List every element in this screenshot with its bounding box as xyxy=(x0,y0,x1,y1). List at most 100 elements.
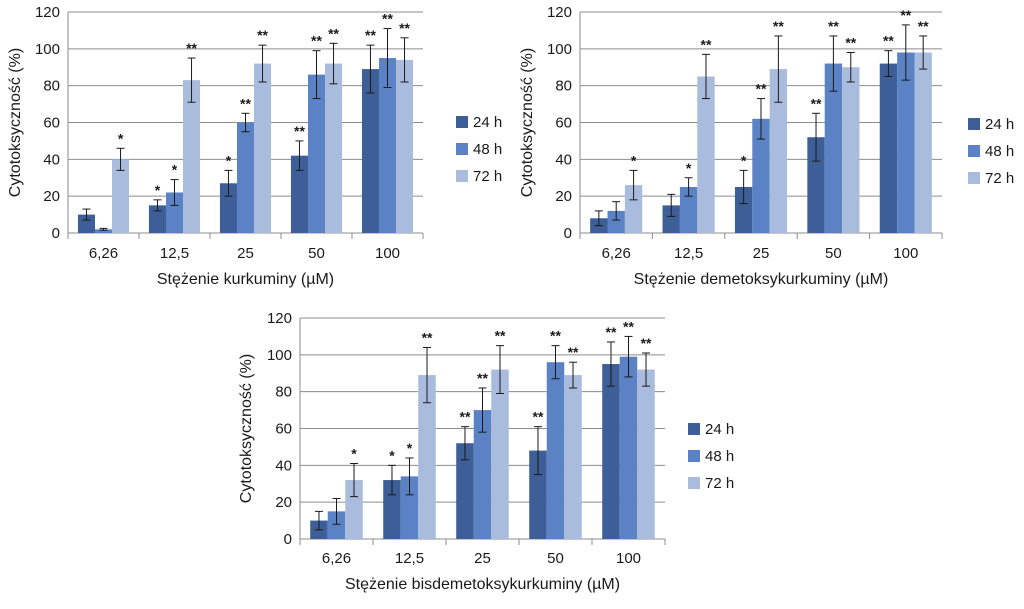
significance-mark: * xyxy=(155,182,161,198)
x-tick-label: 100 xyxy=(893,245,918,262)
bar xyxy=(662,205,680,233)
significance-mark: * xyxy=(407,440,413,456)
y-axis-title: Cytotoksyczność (%) xyxy=(519,48,536,197)
significance-mark: ** xyxy=(382,11,393,27)
y-tick-label: 20 xyxy=(43,188,60,205)
y-tick-label: 60 xyxy=(43,115,60,132)
y-tick-label: 20 xyxy=(555,188,572,205)
bar xyxy=(400,476,419,539)
significance-mark: ** xyxy=(641,335,652,351)
bar xyxy=(697,76,715,233)
significance-mark: * xyxy=(351,445,357,461)
significance-mark: * xyxy=(226,152,232,168)
bar xyxy=(418,375,436,539)
significance-mark: ** xyxy=(828,18,839,34)
bar xyxy=(824,63,843,233)
bar xyxy=(564,375,582,539)
significance-mark: ** xyxy=(422,329,433,345)
significance-mark: ** xyxy=(773,18,784,34)
x-tick-label: 12,5 xyxy=(674,245,703,262)
significance-mark: ** xyxy=(186,40,197,56)
x-tick-label: 25 xyxy=(753,245,770,262)
y-tick-label: 0 xyxy=(52,225,60,242)
bar xyxy=(529,450,547,539)
y-tick-label: 40 xyxy=(555,151,572,168)
legend-label: 48 h xyxy=(985,143,1014,160)
significance-mark: * xyxy=(172,162,178,178)
significance-mark: ** xyxy=(294,123,305,139)
bar xyxy=(607,210,625,233)
significance-mark: ** xyxy=(606,324,617,340)
bar xyxy=(637,369,655,539)
significance-mark: ** xyxy=(328,25,339,41)
x-tick-label: 6,26 xyxy=(602,245,631,262)
bar xyxy=(345,480,363,539)
y-tick-label: 0 xyxy=(284,531,292,548)
y-tick-label: 100 xyxy=(547,41,572,58)
bar xyxy=(165,192,184,233)
significance-mark: ** xyxy=(399,20,410,36)
significance-mark: ** xyxy=(811,95,822,111)
legend: 24 h 48 h 72 h xyxy=(456,114,502,185)
y-axis-title: Cytotoksyczność (%) xyxy=(7,48,24,197)
x-tick-label: 25 xyxy=(474,550,491,567)
y-tick-label: 0 xyxy=(564,225,572,242)
bar xyxy=(112,159,130,233)
bar xyxy=(842,67,860,233)
significance-mark: ** xyxy=(477,370,488,386)
bar xyxy=(769,69,788,233)
bar xyxy=(327,511,346,539)
legend: 24 h 48 h 72 h xyxy=(968,116,1014,187)
legend-swatch xyxy=(968,118,980,130)
significance-mark: ** xyxy=(568,344,579,360)
bar xyxy=(679,186,698,233)
significance-mark: ** xyxy=(365,27,376,43)
y-tick-label: 40 xyxy=(275,457,292,474)
bar xyxy=(602,364,620,539)
significance-mark: * xyxy=(631,152,637,168)
bar xyxy=(456,443,474,539)
legend-swatch xyxy=(456,143,468,155)
x-axis-title: Stężenie bisdemetoksykurkuminy (µM) xyxy=(345,576,620,593)
x-tick-label: 50 xyxy=(825,245,842,262)
bar xyxy=(94,229,113,233)
legend-swatch xyxy=(456,170,468,182)
y-tick-label: 120 xyxy=(547,4,572,21)
significance-mark: * xyxy=(686,160,692,176)
significance-mark: ** xyxy=(533,409,544,425)
bar xyxy=(491,369,509,539)
bar xyxy=(183,80,201,234)
significance-mark: * xyxy=(118,130,124,146)
legend-label: 24 h xyxy=(705,421,734,438)
bar xyxy=(254,63,272,233)
y-tick-label: 80 xyxy=(275,384,292,401)
significance-mark: ** xyxy=(550,328,561,344)
x-axis-title: Stężenie demetoksykurkuminy (µM) xyxy=(634,271,889,288)
bar xyxy=(396,59,414,234)
y-tick-label: 60 xyxy=(275,421,292,438)
significance-mark: ** xyxy=(701,36,712,52)
legend-swatch xyxy=(456,116,468,128)
bar xyxy=(236,122,255,233)
bar xyxy=(807,137,825,233)
significance-mark: * xyxy=(741,152,747,168)
significance-mark: ** xyxy=(460,409,471,425)
significance-mark: * xyxy=(389,447,395,463)
significance-mark: ** xyxy=(918,18,929,34)
legend-label: 24 h xyxy=(985,116,1014,133)
significance-mark: ** xyxy=(311,33,322,49)
bar xyxy=(325,63,343,233)
x-tick-label: 12,5 xyxy=(395,550,424,567)
legend-label: 72 h xyxy=(473,168,502,185)
x-tick-label: 100 xyxy=(616,550,641,567)
significance-mark: ** xyxy=(240,95,251,111)
x-axis-title: Stężenie kurkuminy (µM) xyxy=(157,271,334,288)
significance-mark: ** xyxy=(623,318,634,334)
bar xyxy=(77,214,95,233)
significance-mark: ** xyxy=(756,81,767,97)
significance-mark: ** xyxy=(900,7,911,23)
y-tick-label: 100 xyxy=(267,347,292,364)
legend-swatch xyxy=(688,423,700,435)
